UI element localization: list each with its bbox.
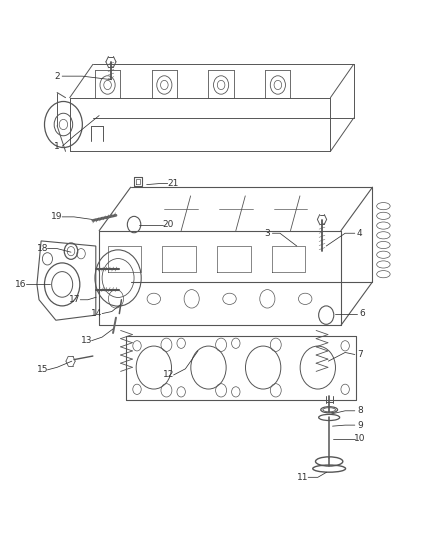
Text: 3: 3 <box>265 229 270 238</box>
Text: 4: 4 <box>357 229 363 238</box>
Text: 19: 19 <box>51 212 63 221</box>
Text: 8: 8 <box>357 406 363 415</box>
Text: 9: 9 <box>357 421 363 430</box>
Text: 20: 20 <box>162 220 173 229</box>
Text: 16: 16 <box>15 280 26 289</box>
Text: 14: 14 <box>92 309 103 318</box>
Text: 18: 18 <box>37 244 48 253</box>
Text: 17: 17 <box>70 295 81 304</box>
Text: 15: 15 <box>37 365 48 374</box>
Text: 6: 6 <box>359 309 365 318</box>
Text: 2: 2 <box>54 71 60 80</box>
Text: 11: 11 <box>297 473 309 482</box>
Text: 1: 1 <box>54 142 60 151</box>
Text: 21: 21 <box>167 179 178 188</box>
Text: 10: 10 <box>354 434 366 443</box>
Text: 12: 12 <box>163 370 174 379</box>
Text: 7: 7 <box>357 350 363 359</box>
Text: 13: 13 <box>81 336 92 345</box>
